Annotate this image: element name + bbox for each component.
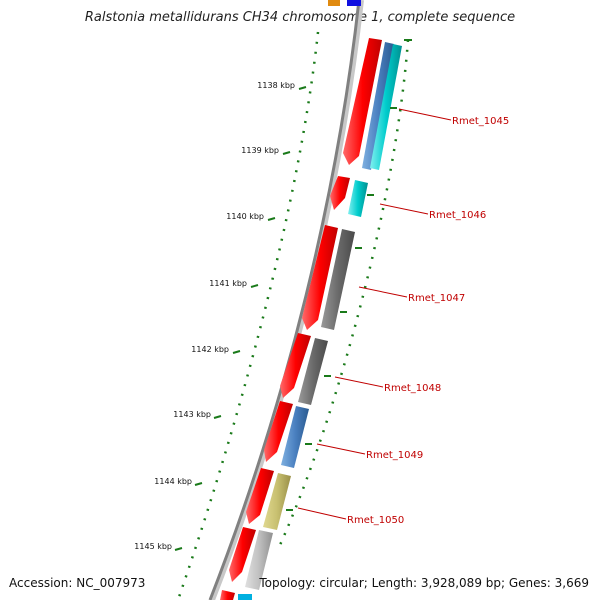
gene-feature-rmet-1045-secondary[interactable] (370, 44, 402, 170)
kbp-label: 1138 kbp (257, 81, 295, 90)
gene-feature-track (238, 42, 402, 600)
gene-feature-unlabeled[interactable] (245, 530, 273, 590)
gene-feature-rmet-1046[interactable] (348, 180, 368, 217)
accession-text: Accession: NC_007973 (9, 576, 146, 590)
gene-labels: Rmet_1045 Rmet_1046 Rmet_1047 Rmet_1048 … (347, 116, 509, 526)
gene-label-rmet-1045[interactable]: Rmet_1045 (452, 116, 509, 127)
gene-feature-rmet-1048[interactable] (298, 338, 328, 405)
kbp-label: 1140 kbp (226, 212, 264, 221)
cds-arrow-red[interactable] (280, 333, 311, 398)
topology-text: Topology: circular; Length: 3,928,089 bp… (259, 576, 589, 590)
gene-label-rmet-1049[interactable]: Rmet_1049 (366, 450, 423, 461)
gene-label-rmet-1048[interactable]: Rmet_1048 (384, 383, 441, 394)
kbp-tick (267, 217, 276, 221)
leader-line (358, 286, 408, 298)
gene-feature-rmet-1047[interactable] (321, 229, 355, 330)
gene-label-rmet-1050[interactable]: Rmet_1050 (347, 515, 404, 526)
cds-arrow-red[interactable] (229, 527, 256, 582)
partial-cyan-feature (238, 594, 252, 600)
map-title: Ralstonia metallidurans CH34 chromosome … (84, 10, 516, 25)
cds-arrow-red[interactable] (343, 38, 382, 165)
partial-blue-feature (347, 0, 361, 6)
kbp-label: 1145 kbp (134, 542, 172, 551)
gene-label-rmet-1047[interactable]: Rmet_1047 (408, 293, 465, 304)
gene-feature-rmet-1050[interactable] (263, 473, 291, 530)
kbp-tick (213, 415, 222, 419)
kbp-label: 1141 kbp (209, 279, 247, 288)
cds-track (220, 38, 382, 600)
cds-arrow-red[interactable] (264, 401, 293, 462)
kbp-label: 1139 kbp (241, 146, 279, 155)
cds-arrow-red[interactable] (220, 590, 235, 600)
kbp-label: 1142 kbp (191, 345, 229, 354)
kbp-tick (174, 547, 183, 551)
kbp-tick (194, 482, 203, 486)
leader-line (334, 376, 384, 388)
right-ticks (286, 39, 412, 511)
leader-line (398, 108, 452, 121)
gene-label-rmet-1046[interactable]: Rmet_1046 (429, 210, 486, 221)
gene-leader-lines (297, 108, 452, 520)
partial-orange-feature (328, 0, 340, 6)
leader-line (297, 507, 347, 520)
cds-arrow-red[interactable] (330, 176, 350, 210)
kbp-ticks (174, 86, 307, 551)
gene-feature-rmet-1049[interactable] (281, 406, 309, 468)
kbp-label: 1143 kbp (173, 410, 211, 419)
kbp-labels: 1138 kbp 1139 kbp 1140 kbp 1141 kbp 1142… (134, 81, 295, 551)
cds-arrow-red[interactable] (246, 468, 274, 524)
kbp-label: 1144 kbp (154, 477, 192, 486)
cds-arrow-red[interactable] (302, 225, 338, 330)
leader-line (316, 443, 366, 455)
kbp-tick (250, 284, 259, 288)
kbp-tick (298, 86, 307, 90)
kbp-tick (282, 151, 291, 155)
dotted-tick-ring-right (278, 39, 410, 546)
kbp-tick (232, 350, 241, 354)
backbone (208, 0, 361, 600)
gene-feature-rmet-1045[interactable] (362, 42, 394, 170)
leader-line (379, 203, 429, 215)
